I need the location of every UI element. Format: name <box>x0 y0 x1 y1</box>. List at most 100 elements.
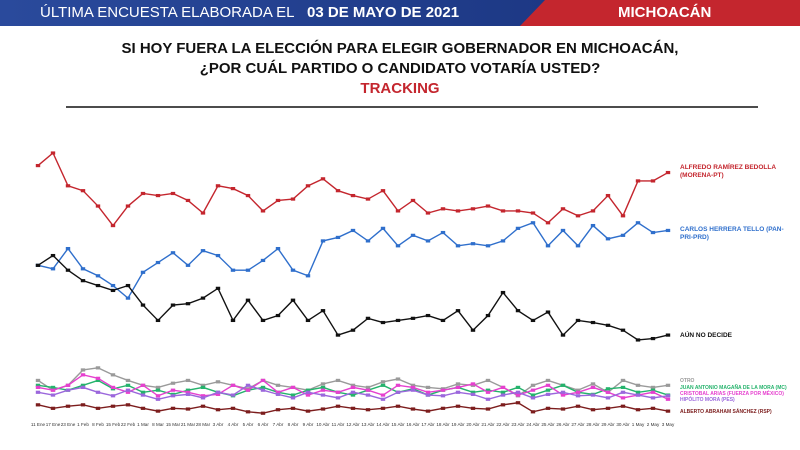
x-tick-label: 27 Abr <box>571 422 585 427</box>
point <box>230 393 236 397</box>
point <box>245 388 251 392</box>
point <box>575 318 581 323</box>
x-tick-label: 4 Abr <box>228 422 239 427</box>
point <box>260 388 266 392</box>
point <box>215 408 221 412</box>
point <box>545 378 551 383</box>
x-tick-label: 26 Abr <box>556 422 570 427</box>
point <box>125 403 131 407</box>
x-tick-label: 9 Abr <box>303 422 314 427</box>
x-tick-label: 15 Mar <box>166 422 181 427</box>
x-tick-label: 14 Abr <box>376 422 390 427</box>
point <box>215 253 221 258</box>
point <box>290 393 296 397</box>
point <box>50 253 56 258</box>
point <box>365 197 371 201</box>
point <box>410 388 416 392</box>
point <box>80 279 86 283</box>
point <box>545 310 551 314</box>
point <box>500 290 506 295</box>
point <box>545 383 551 387</box>
point <box>245 298 251 302</box>
point <box>470 207 476 211</box>
point <box>530 318 536 323</box>
point <box>335 235 341 240</box>
point <box>410 385 416 389</box>
point <box>230 318 236 323</box>
point <box>185 302 191 306</box>
point <box>140 303 146 307</box>
point <box>380 383 386 387</box>
x-tick-label: 11 Abr <box>332 422 345 427</box>
point <box>245 268 251 272</box>
point <box>80 373 86 377</box>
point <box>515 393 521 397</box>
point <box>335 390 341 394</box>
x-tick-label: 30 Abr <box>616 422 630 427</box>
point <box>335 378 341 383</box>
point <box>305 274 311 278</box>
point <box>650 388 656 392</box>
point <box>380 406 386 410</box>
point <box>350 406 356 410</box>
point <box>140 383 146 387</box>
chart-title-line2: ¿POR CUÁL PARTIDO O CANDIDATO VOTARÍA US… <box>199 60 601 77</box>
point <box>575 214 581 218</box>
point <box>185 388 191 392</box>
point <box>140 406 146 410</box>
point <box>80 267 86 271</box>
point <box>110 288 116 293</box>
x-tick-label: 15 Feb <box>106 422 121 427</box>
point <box>245 410 251 414</box>
point <box>470 382 476 386</box>
point <box>125 296 131 300</box>
x-tick-label: 1 May <box>632 422 645 427</box>
point <box>185 407 191 411</box>
x-tick-label: 10 Abr <box>316 422 330 427</box>
point <box>650 385 656 389</box>
point <box>650 390 656 394</box>
point <box>125 390 131 394</box>
point <box>380 397 386 401</box>
point <box>335 189 341 193</box>
point <box>425 409 431 413</box>
point <box>530 221 536 225</box>
point <box>155 397 161 401</box>
point <box>155 193 161 198</box>
point <box>395 390 401 394</box>
series-label: OTRO <box>680 378 695 384</box>
point <box>80 403 86 407</box>
point <box>470 328 476 332</box>
point <box>125 383 131 387</box>
point <box>200 383 206 387</box>
point <box>290 298 296 302</box>
point <box>590 223 596 228</box>
point <box>320 407 326 411</box>
point <box>500 393 506 397</box>
point <box>650 230 656 235</box>
point <box>575 394 581 398</box>
point <box>140 270 146 274</box>
point <box>200 211 206 215</box>
x-tick-label: 12 Abr <box>346 422 360 427</box>
point <box>440 388 446 392</box>
point <box>185 378 191 383</box>
point <box>155 388 161 392</box>
point <box>455 382 461 386</box>
point <box>155 409 161 413</box>
point <box>155 260 161 265</box>
point <box>50 388 56 392</box>
point <box>380 380 386 384</box>
point <box>395 383 401 387</box>
point <box>185 263 191 267</box>
point <box>80 385 86 389</box>
point <box>335 396 341 400</box>
point <box>485 407 491 411</box>
point <box>95 274 101 278</box>
point <box>665 333 671 337</box>
point <box>365 408 371 412</box>
point <box>665 397 671 401</box>
point <box>305 318 311 323</box>
point <box>485 397 491 401</box>
point <box>275 383 281 387</box>
